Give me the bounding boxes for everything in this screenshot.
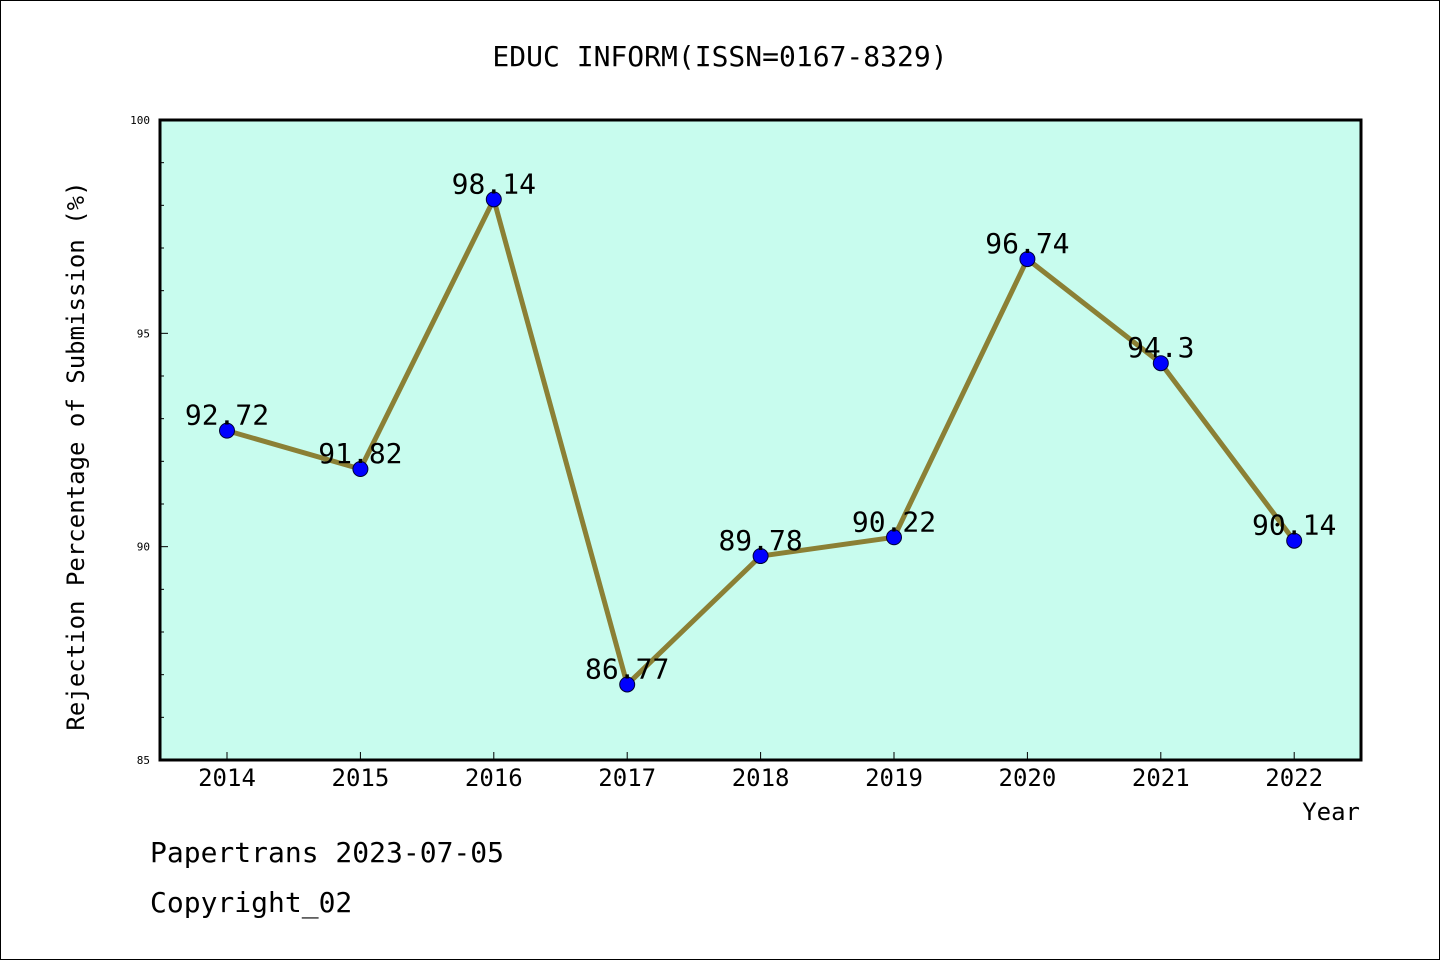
data-label: 94.3	[1127, 331, 1194, 364]
data-label: 91.82	[318, 437, 402, 470]
data-label: 90.14	[1252, 509, 1336, 542]
axes-layer: 85 90 95 100 2014 2015 2016 2017 2018 2019 2020 202…	[130, 114, 1323, 792]
x-tick-label: 2014	[198, 764, 256, 792]
x-tick-label: 2021	[1132, 764, 1190, 792]
data-point	[1286, 532, 1303, 549]
data-point	[1152, 355, 1169, 372]
data-point	[352, 461, 369, 478]
plot-border	[158, 118, 1363, 762]
y-axis-label: Rejection Percentage of Submission (%)	[62, 181, 90, 730]
y-tick-label: 100	[130, 114, 150, 127]
x-tick-label: 2022	[1265, 764, 1323, 792]
series-layer	[219, 191, 1303, 693]
data-point	[886, 529, 902, 546]
data-label: 98.14	[452, 167, 536, 200]
y-tick-label: 95	[137, 327, 150, 340]
data-label: 86.77	[585, 652, 669, 685]
x-tick-label: 2020	[999, 764, 1057, 792]
data-point	[485, 191, 502, 208]
data-point	[1019, 251, 1036, 268]
data-label: 89.78	[718, 524, 802, 557]
footer-date: Papertrans 2023-07-05	[150, 836, 505, 869]
x-tick-label: 2018	[732, 764, 790, 792]
footer-copyright: Copyright_02	[150, 886, 353, 919]
data-point	[219, 422, 235, 439]
y-tick-label: 90	[137, 541, 150, 554]
data-label: 92.72	[185, 399, 269, 432]
data-point	[619, 676, 636, 693]
x-axis-label: Year	[1302, 798, 1360, 826]
chart-title: EDUC INFORM(ISSN=0167-8329)	[492, 40, 947, 73]
plot-area	[160, 120, 1361, 760]
data-point	[752, 548, 769, 565]
y-tick-label: 85	[137, 754, 150, 767]
data-label: 96.74	[985, 227, 1069, 260]
x-tick-label: 2017	[598, 764, 656, 792]
data-labels-layer: 92.72 91.82 98.14 86.77 89.78 90.22 96.74 94.3 9…	[185, 167, 1336, 685]
x-tick-label: 2015	[332, 764, 390, 792]
x-tick-label: 2016	[465, 764, 523, 792]
data-label: 90.22	[852, 505, 936, 538]
x-tick-label: 2019	[865, 764, 923, 792]
